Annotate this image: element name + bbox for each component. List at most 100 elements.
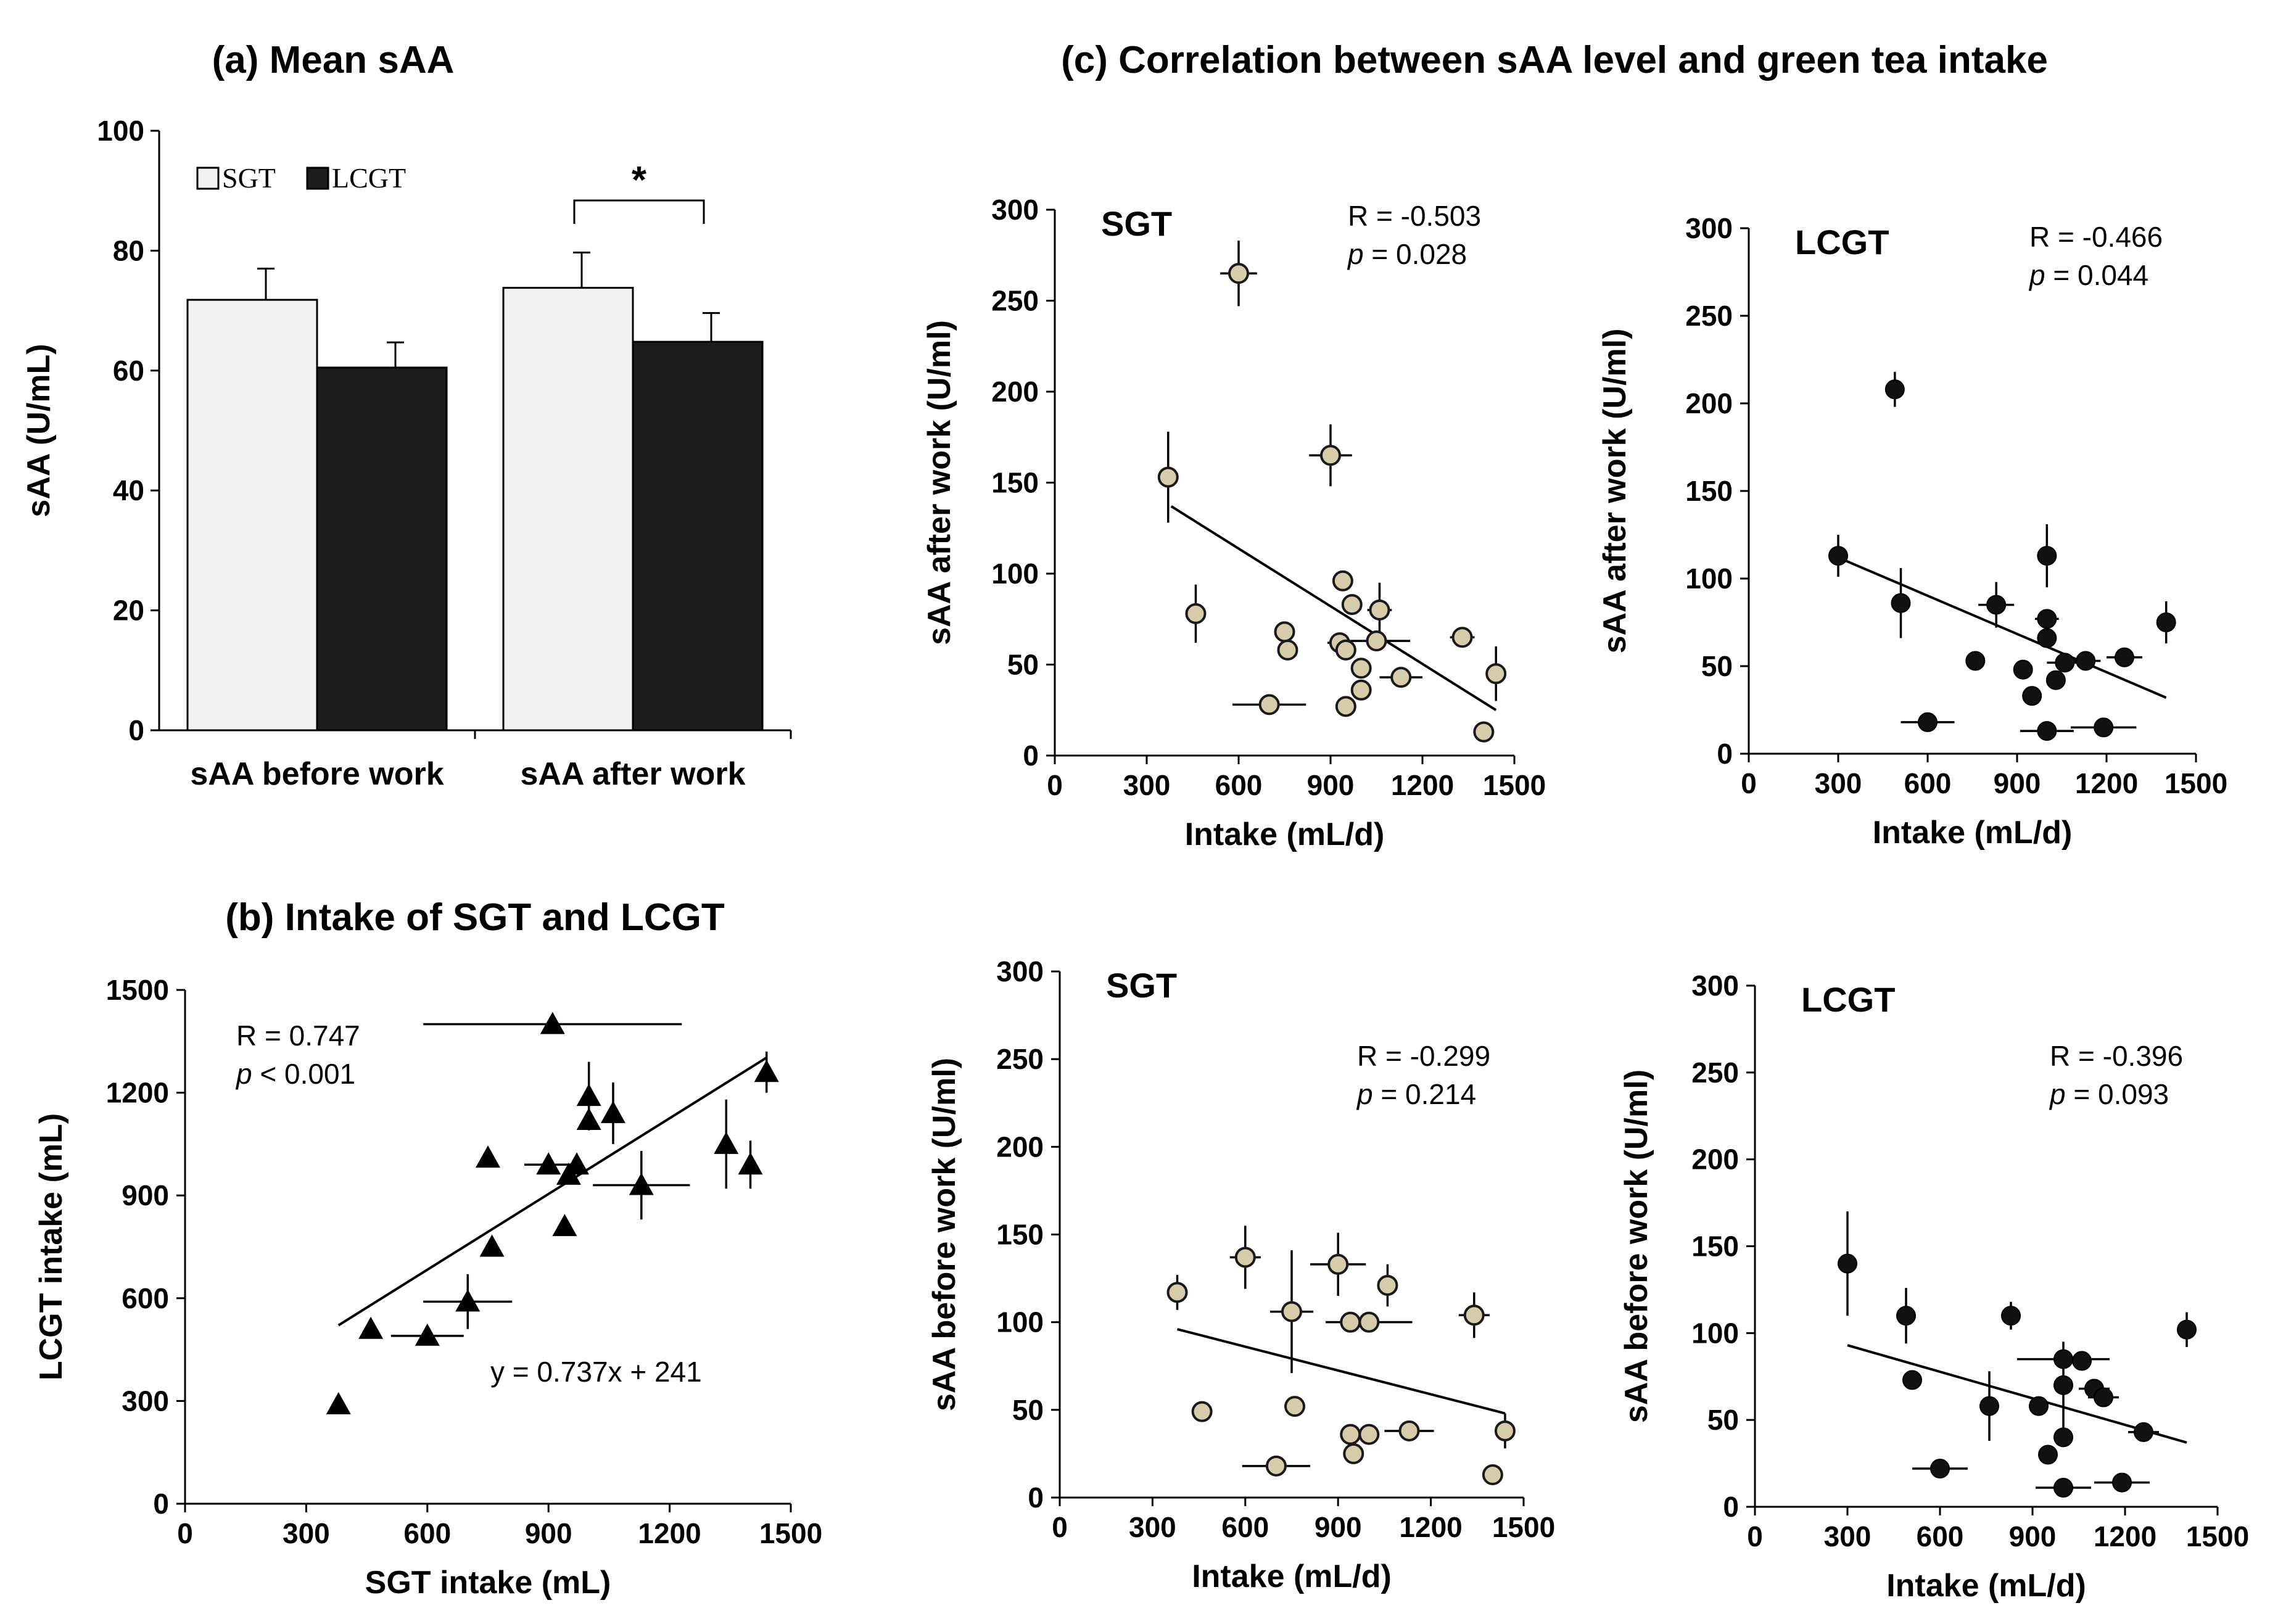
y-tick-label: 150 (996, 1219, 1044, 1251)
data-point (2037, 721, 2057, 741)
legend-label: SGT (222, 162, 276, 194)
y-tick-label: 100 (1685, 563, 1733, 595)
y-axis-label: sAA after work (U/ml) (1597, 329, 1633, 654)
data-point (1157, 466, 1179, 488)
x-tick-label: 300 (283, 1517, 330, 1549)
x-tick-label: 600 (1221, 1511, 1269, 1543)
data-point (2055, 653, 2075, 673)
stat-p-symbol: p (2028, 259, 2045, 291)
significance-star: * (632, 159, 647, 202)
data-point (1350, 679, 1372, 701)
x-tick-label: 600 (403, 1517, 451, 1549)
regression-line (1838, 556, 2167, 699)
x-tick-label: 0 (1047, 769, 1063, 801)
x-tick-label: 0 (1052, 1511, 1068, 1543)
data-point (2053, 1478, 2073, 1498)
stat-r: R = -0.396 (2050, 1040, 2183, 1072)
data-point (2156, 612, 2176, 632)
y-tick-label: 0 (1717, 738, 1733, 770)
y-tick-label: 50 (1701, 650, 1733, 682)
x-tick-label: 300 (1824, 1520, 1872, 1552)
data-point (326, 1391, 351, 1414)
x-tick-label: 900 (2009, 1520, 2057, 1552)
y-tick-label: 200 (1685, 387, 1733, 419)
x-tick-label: 1200 (1391, 769, 1454, 801)
x-tick-label: 900 (525, 1517, 572, 1549)
legend-label: LCGT (332, 162, 406, 194)
data-point (1451, 627, 1473, 648)
data-point (1335, 639, 1356, 661)
data-point (1327, 1253, 1349, 1275)
data-point (358, 1316, 384, 1339)
x-tick-label: 0 (177, 1517, 193, 1549)
y-tick-label: 300 (991, 194, 1039, 226)
data-point (1828, 546, 1848, 566)
x-tick-label: 600 (1917, 1520, 1964, 1552)
scatter-sgt-after-work: 0 300 600 900 1200 1500 0 50 100 150 200 250 300 Inta… (922, 194, 1546, 852)
data-point (564, 1152, 590, 1175)
data-point (2094, 717, 2114, 738)
x-tick-label: 1500 (1492, 1511, 1555, 1543)
data-point (1918, 712, 1938, 732)
data-point (1284, 1396, 1306, 1417)
data-point (2037, 628, 2057, 648)
y-tick-label: 300 (996, 955, 1044, 987)
data-point (1332, 570, 1353, 591)
x-tick-label: 1500 (2165, 767, 2227, 799)
stat-p: p = 0.093 (2049, 1078, 2169, 1110)
panel-subtitle: LCGT (1795, 223, 1889, 262)
data-point (1274, 621, 1295, 643)
y-tick-label: 0 (1723, 1491, 1739, 1523)
y-tick-label: 250 (991, 285, 1039, 317)
y-tick-label: 40 (113, 474, 144, 506)
data-point (455, 1289, 481, 1312)
data-point (479, 1234, 505, 1257)
y-tick-label: 0 (153, 1488, 169, 1520)
bar (186, 299, 318, 732)
title-a: (a) Mean sAA (212, 39, 455, 81)
stat-r: R = 0.747 (236, 1020, 360, 1052)
legend-swatch (196, 167, 220, 190)
y-tick-label: 1200 (106, 1077, 169, 1109)
data-point (1986, 595, 2007, 615)
data-point (1494, 1420, 1516, 1441)
data-point (2013, 659, 2033, 680)
y-tick-label: 600 (122, 1282, 169, 1314)
data-point (1350, 657, 1372, 679)
x-tick-label: 600 (1215, 769, 1263, 801)
y-tick-label: 100 (996, 1306, 1044, 1338)
x-tick-label: 1500 (759, 1517, 822, 1549)
data-point (1838, 1253, 1857, 1274)
x-tick-label: 900 (1307, 769, 1355, 801)
y-tick-label: 0 (128, 714, 144, 746)
stat-p-symbol: p (1347, 238, 1364, 270)
stat-p-symbol: p (2049, 1078, 2066, 1110)
y-axis-label: sAA (U/mL) (21, 344, 57, 517)
y-tick-label: 300 (1685, 212, 1733, 244)
data-point (600, 1100, 625, 1123)
data-point (2112, 1472, 2132, 1493)
regression-line (337, 1057, 767, 1327)
x-axis-label: Intake (mL/d) (1185, 817, 1385, 852)
data-point (476, 1145, 500, 1168)
data-point (1390, 667, 1412, 688)
stat-r: R = -0.466 (2029, 221, 2163, 253)
panel-subtitle: LCGT (1801, 980, 1895, 1019)
data-point (1320, 445, 1341, 466)
legend-swatch (306, 167, 329, 190)
regression-line (1177, 1328, 1506, 1415)
y-tick-label: 150 (1691, 1230, 1739, 1263)
stat-p: p = 0.028 (1347, 238, 1467, 270)
data-point (1930, 1459, 1950, 1479)
y-tick-label: 200 (1691, 1144, 1739, 1176)
stat-p-value: = 0.214 (1373, 1078, 1477, 1110)
stat-p-value: = 0.044 (2045, 259, 2149, 291)
data-point (1358, 1424, 1380, 1445)
x-tick-label: 300 (1129, 1511, 1176, 1543)
data-point (1191, 1401, 1213, 1422)
data-point (1979, 1396, 1999, 1416)
y-tick-label: 150 (1685, 475, 1733, 507)
stat-p-value: < 0.001 (252, 1058, 356, 1090)
x-tick-label: 300 (1123, 769, 1171, 801)
